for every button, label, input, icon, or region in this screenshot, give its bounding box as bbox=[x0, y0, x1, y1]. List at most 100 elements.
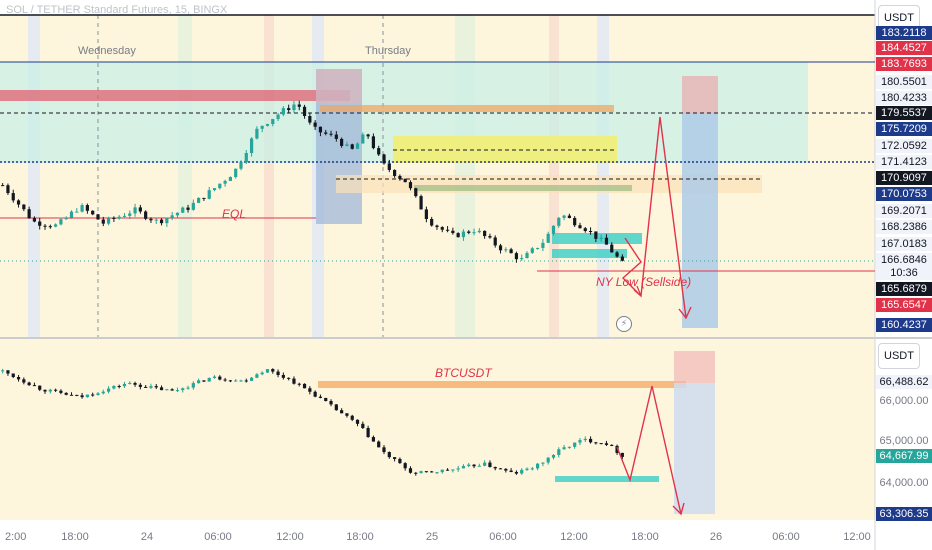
sol-candle-51 bbox=[271, 119, 275, 125]
sol-candle-77 bbox=[408, 182, 413, 189]
btc-candle-85 bbox=[451, 469, 455, 471]
sol-candle-19 bbox=[101, 219, 105, 224]
btc-candle-27 bbox=[144, 386, 148, 388]
sol-candle-61 bbox=[324, 132, 328, 134]
btc-candle-90 bbox=[477, 465, 481, 467]
sol-candle-28 bbox=[149, 218, 153, 221]
btc-candle-15 bbox=[80, 395, 84, 398]
btc-candle-109 bbox=[578, 440, 582, 443]
sol-candle-79 bbox=[419, 196, 423, 210]
sol-candle-69 bbox=[366, 134, 370, 137]
btc-candle-16 bbox=[85, 394, 89, 398]
sol-candle-114 bbox=[604, 237, 609, 245]
sol-candle-96 bbox=[509, 249, 513, 254]
sol-candle-13 bbox=[69, 211, 74, 218]
zone-layer bbox=[0, 61, 875, 514]
btc-candle-4 bbox=[22, 379, 26, 383]
btc-candle-2 bbox=[11, 373, 15, 378]
sol-candle-71 bbox=[377, 148, 381, 155]
btc-candle-80 bbox=[424, 471, 428, 473]
btc-candle-56 bbox=[297, 383, 301, 385]
candle-layer bbox=[1, 100, 624, 476]
lightning-icon[interactable]: ⚡ bbox=[616, 316, 632, 332]
top-price-tag-7: 172.0592 bbox=[876, 139, 932, 153]
sol-candle-84 bbox=[445, 229, 450, 231]
btc-candle-17 bbox=[91, 394, 95, 396]
sol-candle-91 bbox=[483, 230, 487, 237]
bottom-price-tag-5: 63,306.35 bbox=[876, 507, 932, 521]
sol-candle-11 bbox=[59, 219, 63, 225]
top-price-tag-1: 184.4527 bbox=[876, 41, 932, 55]
time-tick-0: 2:00 bbox=[5, 531, 27, 543]
sol-candle-68 bbox=[361, 134, 365, 144]
sol-candle-7 bbox=[38, 221, 42, 226]
btc-candle-9 bbox=[48, 389, 52, 392]
btc-candle-52 bbox=[276, 371, 280, 376]
btc-candle-50 bbox=[265, 369, 270, 373]
btc-candle-114 bbox=[604, 443, 609, 445]
sol-candle-95 bbox=[504, 249, 508, 251]
fvg-red-box bbox=[316, 69, 362, 104]
time-tick-9: 18:00 bbox=[631, 531, 659, 543]
sol-candle-111 bbox=[588, 231, 593, 233]
sol-candle-14 bbox=[75, 211, 79, 213]
sol-candle-86 bbox=[456, 233, 460, 238]
sol-candle-50 bbox=[265, 124, 270, 126]
btc-candle-21 bbox=[112, 385, 116, 389]
sol-candle-42 bbox=[223, 180, 227, 184]
top-price-tag-5: 179.5537 bbox=[876, 106, 932, 120]
btc-candle-30 bbox=[159, 387, 164, 391]
sol-candle-99 bbox=[525, 252, 529, 259]
btc-candle-79 bbox=[419, 471, 423, 474]
sol-candle-113 bbox=[599, 237, 603, 239]
sol-candle-55 bbox=[292, 104, 296, 111]
btc-candle-23 bbox=[122, 383, 127, 387]
sol-candle-78 bbox=[414, 188, 418, 197]
sol-candle-97 bbox=[514, 253, 519, 260]
header-bg bbox=[0, 0, 875, 15]
btc-candle-55 bbox=[292, 378, 296, 384]
sol-candle-72 bbox=[382, 154, 386, 164]
btc-candle-89 bbox=[472, 464, 476, 467]
sol-candle-30 bbox=[159, 219, 164, 224]
sol-candle-116 bbox=[615, 252, 619, 257]
sol-candle-47 bbox=[249, 138, 254, 154]
sol-candle-88 bbox=[467, 231, 471, 233]
btc-candle-113 bbox=[599, 443, 603, 445]
btc-candle-10 bbox=[54, 389, 58, 391]
btc-candle-75 bbox=[398, 458, 402, 464]
btc-candle-47 bbox=[249, 377, 254, 381]
sol-candle-39 bbox=[207, 190, 211, 199]
time-tick-10: 26 bbox=[709, 531, 723, 543]
sol-candle-34 bbox=[181, 207, 185, 213]
btc-arrow-head bbox=[672, 502, 685, 516]
btc-candle-69 bbox=[366, 428, 370, 438]
btc-candle-36 bbox=[191, 383, 195, 388]
btc-candle-40 bbox=[212, 376, 217, 378]
sol-candle-93 bbox=[493, 237, 497, 246]
btc-projection-path bbox=[616, 385, 682, 515]
top-price-tag-13: 167.0183 bbox=[876, 237, 932, 251]
btc-candle-38 bbox=[202, 380, 206, 382]
btc-candle-96 bbox=[509, 470, 513, 472]
sol-candle-57 bbox=[302, 106, 307, 116]
btc-candle-99 bbox=[525, 468, 529, 470]
btc-candle-51 bbox=[271, 369, 275, 372]
btc-candle-106 bbox=[562, 447, 566, 450]
btc-candle-39 bbox=[207, 377, 211, 382]
sol-candle-18 bbox=[96, 214, 100, 220]
currency-button-bottom[interactable]: USDT bbox=[878, 343, 920, 369]
btc-candle-73 bbox=[387, 452, 391, 458]
sol-candle-48 bbox=[255, 128, 259, 139]
btc-candle-7 bbox=[38, 385, 42, 390]
sol-candle-5 bbox=[27, 209, 31, 219]
btc-candle-29 bbox=[154, 386, 158, 388]
btc-candle-84 bbox=[445, 469, 450, 471]
sol-candle-21 bbox=[112, 217, 116, 219]
btc-candle-6 bbox=[32, 385, 37, 387]
top-price-tag-3: 180.5501 bbox=[876, 75, 932, 89]
btc-candle-41 bbox=[218, 376, 222, 380]
top-price-tag-16: 165.6879 bbox=[876, 282, 932, 296]
sol-candle-67 bbox=[355, 143, 360, 149]
